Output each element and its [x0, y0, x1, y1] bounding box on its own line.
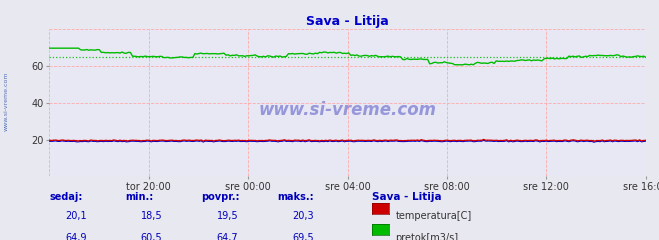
- Text: 64,9: 64,9: [65, 233, 86, 240]
- Text: 20,3: 20,3: [293, 211, 314, 221]
- Text: 69,5: 69,5: [293, 233, 314, 240]
- Text: 20,1: 20,1: [65, 211, 86, 221]
- Text: 60,5: 60,5: [141, 233, 162, 240]
- Text: temperatura[C]: temperatura[C]: [395, 211, 472, 221]
- Text: min.:: min.:: [125, 192, 154, 202]
- Text: maks.:: maks.:: [277, 192, 314, 202]
- Text: www.si-vreme.com: www.si-vreme.com: [4, 71, 9, 131]
- Text: Sava - Litija: Sava - Litija: [372, 192, 442, 202]
- Text: 19,5: 19,5: [217, 211, 238, 221]
- Text: sedaj:: sedaj:: [49, 192, 83, 202]
- Title: Sava - Litija: Sava - Litija: [306, 15, 389, 28]
- Text: 64,7: 64,7: [217, 233, 238, 240]
- Text: www.si-vreme.com: www.si-vreme.com: [258, 101, 437, 119]
- Text: pretok[m3/s]: pretok[m3/s]: [395, 233, 459, 240]
- Text: povpr.:: povpr.:: [201, 192, 239, 202]
- Text: 18,5: 18,5: [141, 211, 162, 221]
